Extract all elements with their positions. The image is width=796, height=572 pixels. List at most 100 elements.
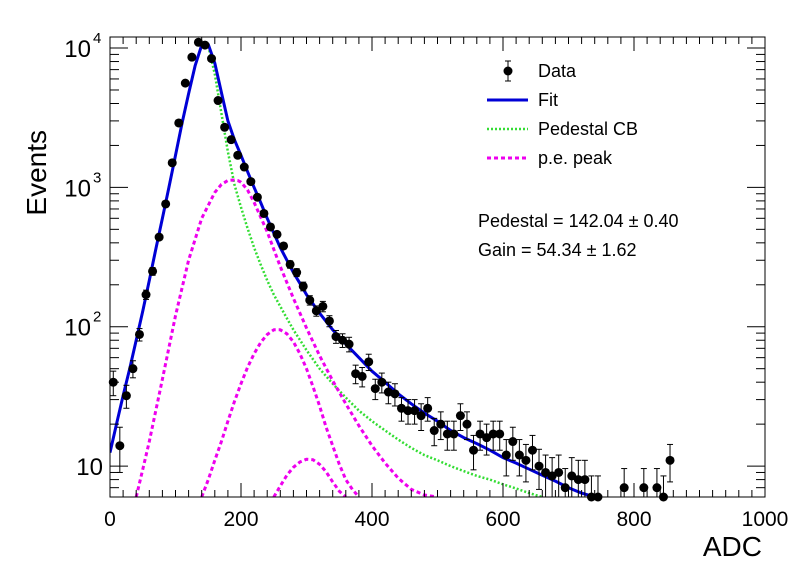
x-tick-label: 0 [104,508,116,531]
x-tick-label: 800 [616,508,651,531]
data-point [265,222,275,232]
data-point [469,434,479,471]
data-point [259,208,269,218]
legend-swatch [503,66,513,76]
data-point [534,448,544,490]
data-point [154,232,164,242]
data-point [161,199,171,209]
data-point [593,475,603,502]
x-tick-label: 200 [223,508,258,531]
data-point [573,459,583,498]
data-point [455,403,465,432]
data-point [442,420,452,451]
data-point [141,289,151,300]
data-point [200,40,210,50]
data-point [167,158,177,168]
x-tick-label: 400 [354,508,389,531]
annotation-gain: Gain = 54.34 ± 1.62 [478,240,637,260]
data-point [377,372,387,394]
data-point [285,259,295,269]
data-point [318,300,328,313]
data-point [220,122,230,132]
data-point [338,333,348,348]
data-point [521,443,531,483]
curve-pedestal-cb [110,44,543,497]
legend-label: Pedestal CB [538,119,638,139]
data-point [311,305,321,317]
data-point [180,78,190,88]
x-tick-label: 1000 [742,508,789,531]
data-point [305,295,315,306]
data-point [508,426,518,461]
legend-entry: p.e. peak [487,148,613,168]
data-point [416,403,426,432]
annotation-pedestal: Pedestal = 142.04 ± 0.40 [478,211,679,231]
curve-p-e-peak-2 [200,328,361,497]
data-point [252,192,262,202]
data-point [462,411,472,441]
curve-p-e-peak [134,178,438,497]
x-axis-label: ADC [703,531,762,562]
data-point [482,423,492,456]
data-point [495,420,505,451]
data-point [429,417,439,447]
x-tick-label: 600 [485,508,520,531]
data-point [449,420,459,451]
data-point [344,336,354,353]
y-tick-label: 10 [64,175,91,202]
data-point [357,366,367,388]
x-tick-labels: 0 200 400 600 800 1000 [104,508,788,531]
legend-label: p.e. peak [538,148,613,168]
y-tick-label: 10 [64,315,91,342]
y-tick-exponent: 4 [93,30,101,47]
data-point [436,411,446,441]
data-point [292,268,302,278]
data-point [128,360,138,379]
legend-entry: Fit [487,90,558,110]
data-point [213,96,223,106]
data-point [246,177,256,187]
data-point [226,135,236,145]
data-point [370,378,380,401]
data-point [121,384,131,409]
data-point [665,443,675,483]
data-point [279,241,289,251]
data-point [207,54,217,64]
y-axis-label: Events [21,130,52,216]
data-point [174,118,184,128]
data-point [527,434,537,471]
y-tick-label: 10 [76,454,103,481]
curve-p-e-peak-3 [272,457,347,497]
data-point [501,439,511,477]
data-point [272,229,282,239]
legend-label: Data [538,61,577,81]
data-point [324,315,334,328]
data-point [364,353,374,372]
data-points [108,37,675,502]
legend-entry: Pedestal CB [487,119,638,139]
data-point [423,397,433,422]
curve-fit [110,43,596,497]
legend-entry: Data [503,60,577,82]
data-point [233,150,243,160]
data-point [239,162,249,172]
data-point [351,364,361,385]
data-point [148,266,158,276]
data-point [639,468,649,498]
y-tick-exponent: 3 [93,169,101,186]
y-tick-label: 10 [64,36,91,63]
data-point [331,329,341,344]
data-point [187,52,197,62]
data-point [488,420,498,451]
data-point [475,420,485,451]
fit-curves [110,43,596,497]
data-point [134,328,144,342]
legend-label: Fit [538,90,558,110]
data-point [410,399,420,425]
legend: Data Fit Pedestal CB p.e. peak [487,60,638,168]
axis-ticks [109,37,766,498]
data-point [390,383,400,407]
data-point [115,426,125,473]
